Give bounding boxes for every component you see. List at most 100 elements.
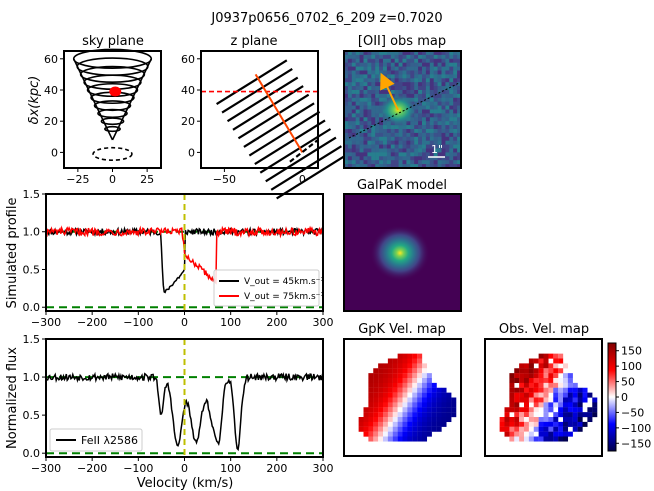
oii-pixel <box>394 152 399 157</box>
obsv-pixels-pixel <box>519 378 525 384</box>
flux-xtick-label: 200 <box>266 462 287 475</box>
oii-pixel <box>429 117 434 122</box>
oii-pixel <box>445 144 450 149</box>
obsv-pixels-pixel <box>567 431 573 437</box>
gpk-pixels-pixel <box>402 436 408 442</box>
oii-pixel <box>375 51 380 56</box>
oii-pixel <box>390 70 395 75</box>
simulated-profile-ylabel: Simulated profile <box>5 198 20 309</box>
gpk-pixels-pixel <box>397 397 403 403</box>
oii-pixel <box>429 62 434 67</box>
oii-pixel <box>441 109 446 114</box>
obsv-pixels-pixel <box>563 382 569 388</box>
oii-pixel <box>367 105 372 110</box>
gpk-pixels-pixel <box>383 378 389 384</box>
oii-pixel <box>367 121 372 126</box>
oii-pixel <box>351 62 356 67</box>
gpk-pixels-pixel <box>417 397 423 403</box>
oii-pixel <box>429 125 434 130</box>
oii-pixel <box>347 70 352 75</box>
gpk-pixels-pixel <box>436 412 442 418</box>
obsv-pixels-pixel <box>524 378 530 384</box>
obsv-pixels-pixel <box>567 407 573 413</box>
oii-pixel <box>406 90 411 95</box>
sky-plane-panel: sky plane δx(kpc) −25 0 25 0 20 40 60 <box>27 34 162 186</box>
obsv-pixels-pixel <box>528 387 534 393</box>
oii-pixel <box>359 136 364 141</box>
oii-pixel <box>418 58 423 63</box>
simprof-xtick-label: −100 <box>123 316 153 329</box>
gpk-pixels-pixel <box>373 407 379 413</box>
gpk-pixels-pixel <box>412 387 418 393</box>
gpk-pixels-pixel <box>436 392 442 398</box>
obsv-pixels-pixel <box>553 417 559 423</box>
oii-pixel <box>390 66 395 71</box>
oii-pixel <box>371 121 376 126</box>
obsv-pixels-pixel <box>519 426 525 432</box>
obsv-pixels-pixel <box>577 402 583 408</box>
obsv-pixels-pixel <box>543 436 549 442</box>
obsv-pixels-pixel <box>528 358 534 364</box>
gpk-pixels-pixel <box>387 382 393 388</box>
oii-pixel <box>429 121 434 126</box>
oii-pixel <box>398 152 403 157</box>
gpk-pixels-pixel <box>431 392 437 398</box>
gpk-pixels-pixel <box>397 431 403 437</box>
obsv-pixels-pixel <box>533 392 539 398</box>
oii-pixel <box>457 125 462 130</box>
gpk-pixels-pixel <box>378 382 384 388</box>
oii-pixel <box>449 86 454 91</box>
oii-pixel <box>445 74 450 79</box>
oii-pixel <box>425 105 430 110</box>
sky-plane-ticks: −25 0 25 0 20 40 60 <box>44 53 154 186</box>
oii-pixel <box>402 125 407 130</box>
oii-pixel <box>445 62 450 67</box>
simprof-xtick-label: 300 <box>313 316 334 329</box>
oii-pixel <box>359 97 364 102</box>
gpk-pixels-pixel <box>407 373 413 379</box>
gpk-pixels-pixel <box>392 363 398 369</box>
oii-pixel <box>414 90 419 95</box>
oii-pixel <box>363 144 368 149</box>
gpk-pixels-pixel <box>378 407 384 413</box>
oii-pixel <box>406 132 411 137</box>
obsv-pixels-pixel <box>528 397 534 403</box>
oii-pixel <box>355 156 360 161</box>
oii-pixel <box>422 164 427 169</box>
oii-pixel <box>414 129 419 134</box>
oii-pixel <box>429 148 434 153</box>
simprof-xtick-label: 0 <box>181 316 188 329</box>
oii-pixel <box>457 152 462 157</box>
obsv-pixels-pixel <box>548 373 554 379</box>
cone-ellipse <box>86 82 139 98</box>
zplane-ytick-label: 0 <box>188 146 195 159</box>
obsv-pixels-pixel <box>519 387 525 393</box>
oii-pixel <box>433 74 438 79</box>
gpk-pixels-pixel <box>417 387 423 393</box>
gpk-pixels-pixel <box>373 397 379 403</box>
gpk-pixels-pixel <box>368 392 374 398</box>
oii-pixel <box>383 152 388 157</box>
gpk-pixels-pixel <box>407 368 413 374</box>
oii-pixel <box>344 109 349 114</box>
oii-pixel <box>433 148 438 153</box>
gpk-pixels-pixel <box>397 358 403 364</box>
oii-pixel <box>351 109 356 114</box>
oii-pixel <box>422 140 427 145</box>
oii-pixel <box>371 54 376 59</box>
oii-pixel <box>359 109 364 114</box>
oii-pixel <box>367 90 372 95</box>
oii-pixel <box>410 148 415 153</box>
obsv-pixels-pixel <box>538 363 544 369</box>
oii-pixel <box>425 97 430 102</box>
oii-pixel <box>344 58 349 63</box>
oii-pixel <box>375 164 380 169</box>
gpk-pixels-pixel <box>368 407 374 413</box>
oii-pixel <box>351 156 356 161</box>
oii-pixel <box>351 78 356 83</box>
oii-pixel <box>441 54 446 59</box>
oii-pixel <box>398 82 403 87</box>
gpk-pixels-pixel <box>387 417 393 423</box>
oii-pixel <box>371 93 376 98</box>
oii-pixel <box>355 62 360 67</box>
